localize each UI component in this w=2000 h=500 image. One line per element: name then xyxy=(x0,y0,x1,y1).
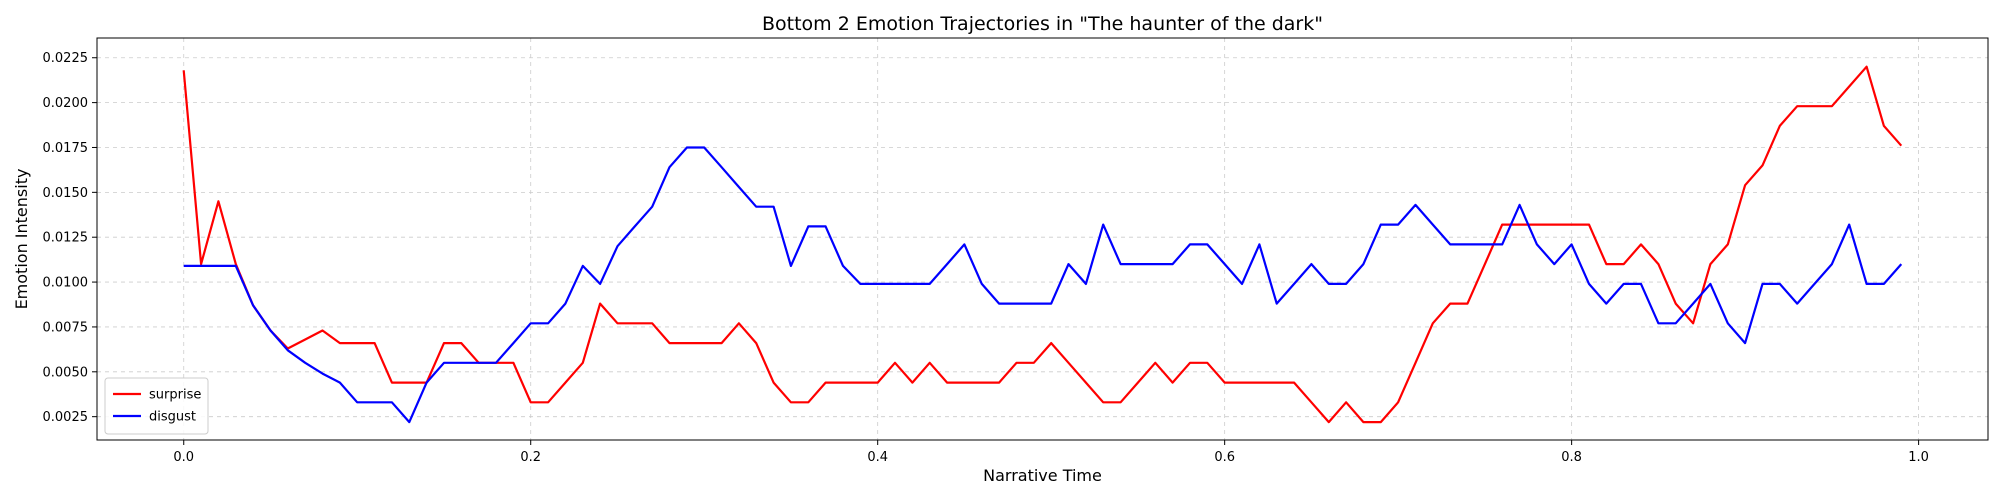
legend: surprise disgust xyxy=(104,377,209,435)
y-tick-label: 0.0225 xyxy=(43,51,89,66)
legend-label-surprise: surprise xyxy=(149,388,201,403)
series-line-surprise xyxy=(182,65,1903,424)
y-axis-ticks: 0.0025 0.0050 0.0075 0.0100 0.0125 0.0150 0.01… xyxy=(43,51,97,425)
legend-box xyxy=(104,377,209,435)
x-tick-label: 0.8 xyxy=(1561,450,1582,465)
y-tick-label: 0.0100 xyxy=(43,276,89,291)
x-tick-label: 1.0 xyxy=(1908,450,1929,465)
chart-title: Bottom 2 Emotion Trajectories in "The ha… xyxy=(762,13,1323,35)
y-tick-label: 0.0075 xyxy=(43,320,89,335)
legend-label-disgust: disgust xyxy=(149,410,196,425)
y-tick-label: 0.0150 xyxy=(43,186,89,201)
y-tick-label: 0.0200 xyxy=(43,96,89,111)
y-tick-label: 0.0025 xyxy=(43,410,89,425)
y-axis-label: Emotion Intensity xyxy=(12,169,31,310)
series-lines xyxy=(182,65,1903,424)
x-tick-label: 0.2 xyxy=(520,450,541,465)
x-tick-label: 0.4 xyxy=(867,450,888,465)
x-axis-ticks: 0.0 0.2 0.4 0.6 0.8 1.0 xyxy=(173,440,1929,465)
x-tick-label: 0.0 xyxy=(173,450,194,465)
y-tick-label: 0.0125 xyxy=(43,231,89,246)
y-tick-label: 0.0175 xyxy=(43,141,89,156)
y-tick-label: 0.0050 xyxy=(43,365,89,380)
plot-frame xyxy=(96,37,1989,441)
series-line-disgust xyxy=(183,146,1903,424)
x-axis-label: Narrative Time xyxy=(983,466,1102,485)
x-tick-label: 0.6 xyxy=(1214,450,1235,465)
